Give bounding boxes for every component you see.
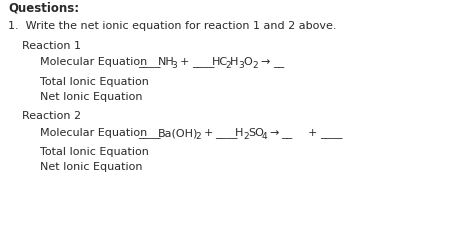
Text: SO: SO [248,128,264,138]
Text: Net Ionic Equation: Net Ionic Equation [40,92,143,102]
Text: Molecular Equation: Molecular Equation [40,57,147,67]
Text: Reaction 2: Reaction 2 [22,111,81,121]
Text: 2: 2 [243,132,249,141]
Text: 1.  Write the net ionic equation for reaction 1 and 2 above.: 1. Write the net ionic equation for reac… [8,21,337,31]
Text: 3: 3 [171,61,177,70]
Text: 4: 4 [262,132,268,141]
Text: 2: 2 [225,61,231,70]
Text: 2: 2 [252,61,258,70]
Text: 2: 2 [195,132,201,141]
Text: +: + [180,57,190,67]
Text: __: __ [273,58,284,68]
Text: ____: ____ [138,129,161,139]
Text: ____: ____ [138,58,161,68]
Text: NH: NH [158,57,175,67]
Text: Total Ionic Equation: Total Ionic Equation [40,147,149,157]
Text: Reaction 1: Reaction 1 [22,41,81,51]
Text: ____: ____ [215,129,237,139]
Text: +: + [204,128,213,138]
Text: O: O [243,57,252,67]
Text: Questions:: Questions: [8,1,79,14]
Text: Total Ionic Equation: Total Ionic Equation [40,77,149,87]
Text: Ba(OH): Ba(OH) [158,128,199,138]
Text: ____: ____ [320,129,343,139]
Text: H: H [230,57,238,67]
Text: __: __ [281,129,292,139]
Text: ____: ____ [192,58,215,68]
Text: H: H [235,128,243,138]
Text: HC: HC [212,57,228,67]
Text: →: → [269,128,278,138]
Text: Net Ionic Equation: Net Ionic Equation [40,162,143,172]
Text: →: → [260,57,269,67]
Text: Molecular Equation: Molecular Equation [40,128,147,138]
Text: 3: 3 [238,61,244,70]
Text: +: + [308,128,318,138]
